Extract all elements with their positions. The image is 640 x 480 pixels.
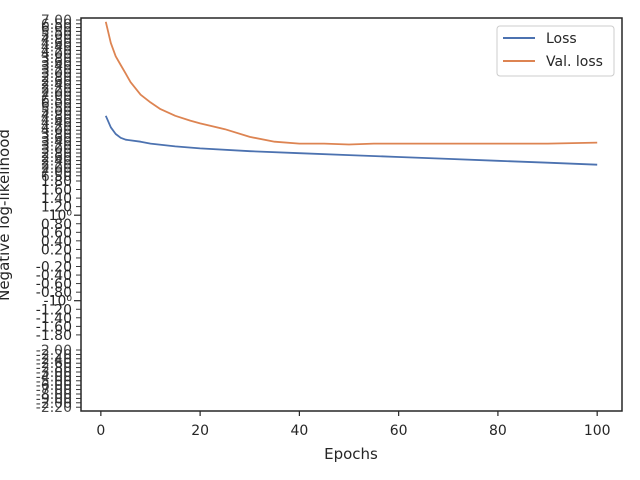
y-tick-label: 3.60	[41, 131, 72, 147]
y-tick-label: 3.20	[41, 138, 72, 154]
y-tick-label: 3.60	[41, 55, 72, 71]
y-tick-label: 4.00	[41, 47, 72, 63]
y-tick-label: -2.60	[36, 356, 72, 372]
y-tick-label: 3.00	[41, 142, 72, 158]
y-tick-label: 1.40	[41, 191, 72, 207]
y-tick-label: 6.50	[41, 17, 72, 33]
y-tick-label: -9.00	[36, 391, 72, 407]
x-tick-label: 20	[191, 423, 209, 439]
y-tick-label: 0.80	[41, 217, 72, 233]
y-tick-label: 4.80	[41, 108, 72, 124]
y-tick-label: 4.00	[41, 123, 72, 139]
y-tick-label: -1.40	[36, 311, 72, 327]
y-tick-label: 5.00	[41, 28, 72, 44]
y-tick-label: 2.40	[41, 78, 72, 94]
x-axis-title: Epochs	[324, 445, 378, 463]
y-tick-label: -0.80	[36, 285, 72, 301]
y-tick-label: 10⁰	[49, 208, 73, 224]
plot-frame	[80, 17, 623, 412]
y-tick-label: 6.50	[41, 169, 72, 185]
x-tick-label: 40	[290, 423, 308, 439]
y-tick-label: 3.80	[41, 127, 72, 143]
y-tick-label: -2.20	[36, 347, 72, 363]
y-tick-label: 3.00	[41, 66, 72, 82]
y-tick-label: -3.00	[36, 365, 72, 381]
y-tick-label: 2.20	[41, 81, 72, 97]
y-tick-label: 1.60	[41, 183, 72, 199]
y-tick-label: -10⁰	[44, 294, 73, 310]
y-tick-label: 3.40	[41, 59, 72, 75]
y-tick-label: 4.60	[41, 36, 72, 52]
y-tick-label: -2.40	[36, 352, 72, 368]
x-tick-label: 60	[390, 423, 408, 439]
y-tick-label: -6.00	[36, 378, 72, 394]
y-tick-label: 2.60	[41, 74, 72, 90]
y-tick-label: -1.60	[36, 319, 72, 335]
y-tick-label: -7.00	[36, 383, 72, 399]
y-tick-label: 0.20	[41, 242, 72, 258]
series-line-loss	[104, 115, 598, 166]
legend-label-val-loss: Val. loss	[546, 54, 603, 70]
y-tick-label: -4.00	[36, 369, 72, 385]
y-tick-label: 0	[63, 251, 72, 267]
y-tick-label: 1.80	[41, 174, 72, 190]
y-axis-title: Negative log-likelihood	[0, 129, 13, 301]
y-tick-label: 6.50	[41, 93, 72, 109]
legend: Loss Val. loss	[496, 25, 615, 77]
x-axis-ticks: 0 20 40 60 80 100	[96, 411, 611, 439]
y-tick-label: 1.20	[41, 200, 72, 216]
x-tick-label: 100	[584, 423, 611, 439]
y-tick-label: -8.00	[36, 387, 72, 403]
y-axis-ticks: 1.801.601.401.2010⁰0.800.600.400.200-0.2…	[36, 13, 81, 416]
y-tick-label: -2.00	[36, 343, 72, 359]
x-tick-label: 80	[489, 423, 507, 439]
y-tick-label: 0.40	[41, 234, 72, 250]
y-tick-label: 4.20	[41, 119, 72, 135]
y-tick-label: 2.80	[41, 146, 72, 162]
y-tick-label: -1.80	[36, 328, 72, 344]
y-tick-label: 2.60	[41, 150, 72, 166]
y-tick-label: 3.40	[41, 135, 72, 151]
y-tick-label: 5.50	[41, 24, 72, 40]
x-tick-label: 0	[96, 423, 105, 439]
y-tick-label: 0.60	[41, 225, 72, 241]
y-tick-label: 5.00	[41, 104, 72, 120]
y-tick-label: 2.00	[41, 85, 72, 101]
y-tick-label: 4.40	[41, 116, 72, 132]
y-tick-label: 4.20	[41, 43, 72, 59]
y-tick-label: 7.00	[41, 165, 72, 181]
y-tick-label: 4.80	[41, 32, 72, 48]
legend-label-loss: Loss	[546, 31, 577, 47]
y-tick-label: -0.20	[36, 260, 72, 276]
y-tick-label: 2.80	[41, 70, 72, 86]
series-line-val-loss	[104, 21, 598, 146]
plot-lines	[104, 21, 598, 166]
y-tick-label: 2.20	[41, 157, 72, 173]
y-tick-label: -0.40	[36, 268, 72, 284]
y-tick-label: -5.00	[36, 374, 72, 390]
y-tick-label: 7.00	[41, 89, 72, 105]
y-tick-label: 2.40	[41, 154, 72, 170]
y-tick-label: -0.60	[36, 277, 72, 293]
y-tick-label: 3.20	[41, 62, 72, 78]
y-tick-label: 4.40	[41, 40, 72, 56]
y-tick-label: 6.00	[41, 21, 72, 37]
y-tick-label: 4.60	[41, 112, 72, 128]
y-tick-label: 3.80	[41, 51, 72, 67]
y-tick-label: 2.00	[41, 161, 72, 177]
y-tick-label: -2.80	[36, 361, 72, 377]
y-tick-label: 6.00	[41, 97, 72, 113]
y-tick-label: 7.00	[41, 13, 72, 29]
y-tick-label: 5.50	[41, 100, 72, 116]
y-tick-label: -1.20	[36, 302, 72, 318]
y-tick-label: -2.00	[36, 396, 72, 412]
y-tick-label: -2.20	[36, 400, 72, 416]
